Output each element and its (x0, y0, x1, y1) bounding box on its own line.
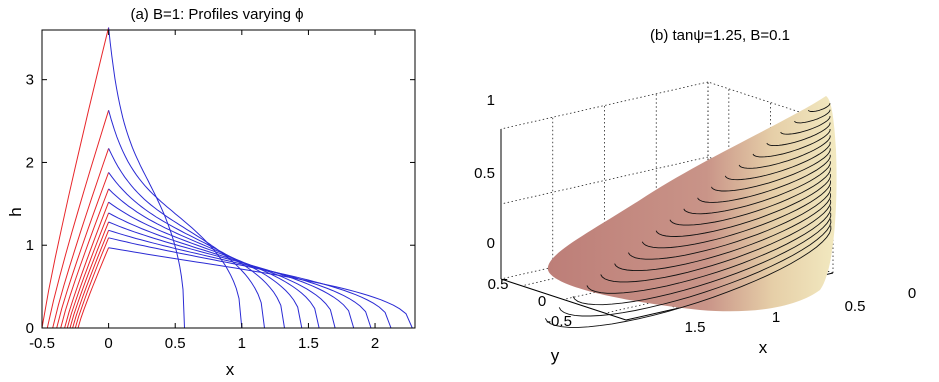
contour-line-4 (600, 199, 832, 283)
b-xtick-label-2: 1 (772, 309, 780, 326)
b-grid-floor-y-0 (605, 265, 813, 314)
profile-line-10 (77, 247, 110, 329)
profile-line-11 (108, 27, 185, 329)
profile-line-19 (108, 229, 372, 329)
profile-line-16 (108, 201, 320, 329)
panel-b-xlabel: x (759, 338, 768, 357)
b-axis-y (500, 278, 627, 321)
profile-line-8 (72, 230, 110, 329)
surface-body (547, 96, 837, 312)
a-ytick-label-2: 2 (26, 154, 34, 171)
profile-line-21 (108, 247, 413, 329)
a-xtick-label-0: -0.5 (29, 335, 55, 352)
panel-b-surface (547, 96, 837, 312)
panel-a-lines (41, 27, 413, 329)
a-ytick-label-1: 1 (26, 237, 34, 254)
contour-line-1 (558, 219, 832, 317)
b-grid-z-wall2-0 (500, 231, 709, 280)
b-ztick-label-0: 0 (487, 235, 495, 252)
b-ytick-label-1: 0 (538, 293, 546, 310)
panel-a-ylabel: h (6, 207, 25, 216)
contour-line-2 (572, 212, 832, 306)
profile-line-3 (56, 172, 110, 329)
profile-line-14 (108, 172, 285, 329)
profile-line-12 (108, 110, 243, 329)
profile-line-5 (64, 202, 110, 329)
profile-line-15 (108, 188, 303, 329)
b-ztick-label-2: 1 (487, 92, 495, 109)
b-xtick-label-3: 1.5 (685, 319, 706, 336)
profile-line-7 (69, 221, 110, 329)
contour-line-7 (641, 180, 831, 249)
contour-line-14 (738, 135, 831, 169)
contour-line-13 (724, 141, 831, 181)
b-ztick-label-1: 0.5 (474, 165, 495, 182)
profile-line-20 (108, 237, 392, 329)
profile-line-4 (60, 188, 110, 329)
panel-a-title: (a) B=1: Profiles varying ϕ (130, 6, 303, 23)
a-xtick-label-3: 1 (238, 335, 246, 352)
contour-line-8 (655, 174, 831, 237)
contour-line-0 (544, 225, 832, 328)
a-ytick-label-0: 0 (26, 320, 34, 337)
contour-line-12 (711, 148, 831, 192)
a-xtick-label-5: 2 (371, 335, 379, 352)
contour-line-19 (807, 103, 831, 112)
contour-line-5 (614, 193, 832, 272)
b-grid-z-wall2-2 (500, 81, 709, 130)
a-xtick-label-2: 0.5 (165, 335, 186, 352)
panel-a-xlabel: x (226, 360, 235, 379)
b-xtick-label-0: 0 (908, 285, 916, 302)
contour-line-10 (683, 161, 831, 215)
contour-line-3 (586, 206, 832, 294)
contour-line-18 (794, 109, 831, 124)
a-xtick-label-1: 0 (104, 335, 112, 352)
profile-line-9 (74, 237, 110, 329)
contour-line-17 (780, 116, 831, 135)
profile-line-17 (108, 212, 336, 329)
contour-line-15 (752, 128, 831, 158)
b-ytick-label-2: 0.5 (488, 276, 509, 293)
profile-line-0 (41, 27, 110, 329)
panel-a: (a) B=1: Profiles varying ϕ -0.5 0 0.5 1 1.5… (6, 6, 416, 379)
contour-line-9 (669, 167, 831, 226)
a-xtick-label-4: 1.5 (298, 335, 319, 352)
panel-b-ylabel: y (551, 346, 560, 365)
b-xtick-label-1: 0.5 (845, 298, 866, 315)
panel-a-axes-box (41, 29, 416, 329)
contour-line-16 (766, 122, 831, 147)
profile-line-18 (108, 221, 355, 329)
panel-b: (b) tanψ=1.25, B=0.1 00.5100.511.5-0.500… (474, 27, 916, 365)
profile-line-1 (46, 110, 110, 329)
a-ytick-label-3: 3 (26, 72, 34, 89)
panel-b-title: (b) tanψ=1.25, B=0.1 (650, 27, 790, 44)
panel-b-contours (544, 103, 832, 328)
profile-line-13 (108, 148, 265, 329)
contour-line-6 (628, 186, 832, 260)
profile-line-2 (52, 148, 110, 329)
b-ytick-label-0: -0.5 (546, 313, 572, 330)
profile-line-6 (66, 212, 110, 329)
b-grid-z-wall2-1 (500, 156, 709, 205)
contour-line-11 (697, 154, 831, 203)
